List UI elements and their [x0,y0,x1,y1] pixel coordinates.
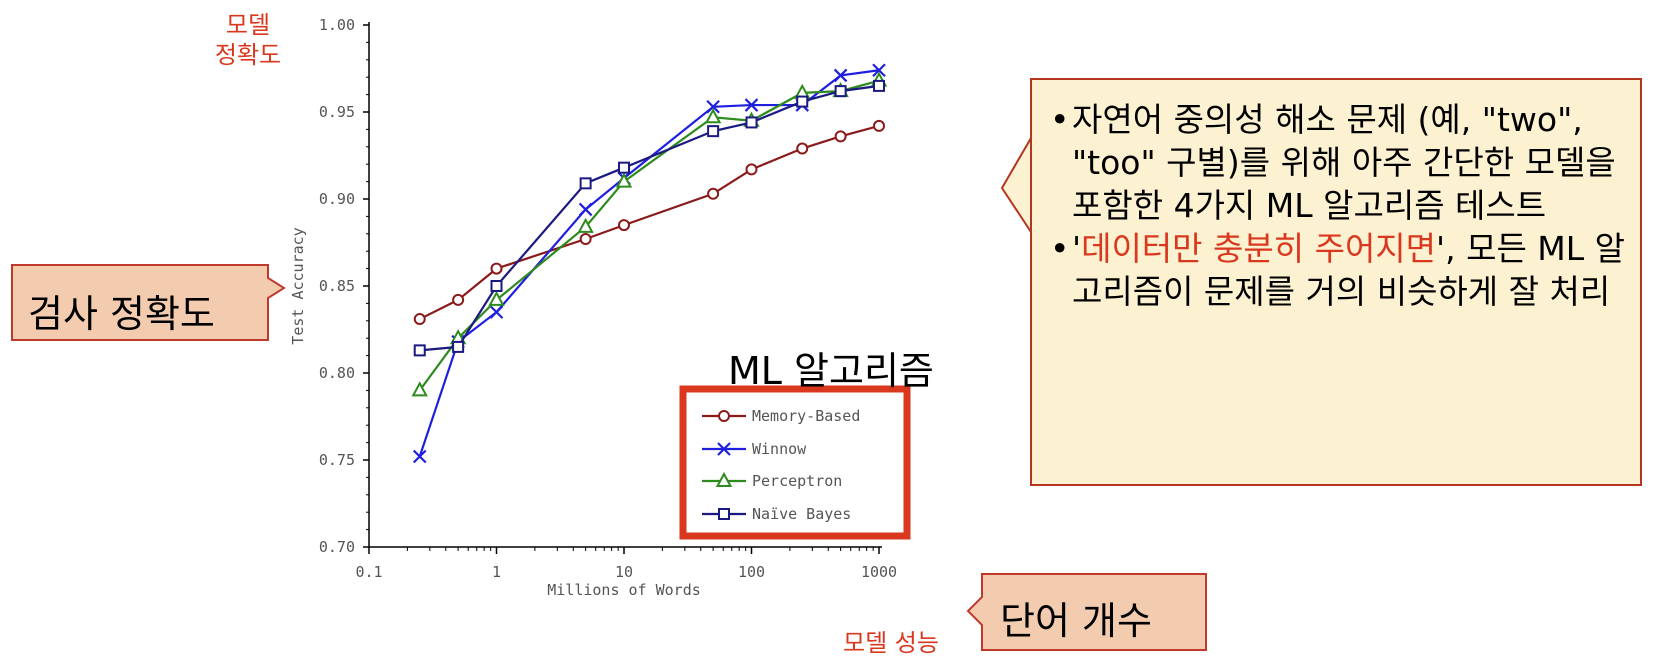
y-tick-label: 0.75 [319,451,355,469]
data-point [704,108,722,124]
y-title-line1: 모델 [225,11,271,39]
series-line [419,84,880,352]
data-point [744,98,759,112]
y-tick-label: 0.90 [319,190,355,208]
data-point [489,305,504,319]
x-tick-label: 0.1 [355,563,382,581]
y-callout-shape [11,264,286,341]
chart-legend: Memory-Based Winnow Perceptron Naïve Bayes [679,385,911,540]
y-title-line2: 정확도 [214,41,282,69]
note-open-quote: ' [1072,229,1082,268]
series-na-ve-bayes [413,79,885,357]
bullet-dot: • [1050,229,1070,268]
data-point [834,85,847,98]
y-axis-label: Test Accuracy [289,227,307,344]
data-point [413,344,426,357]
data-point [618,161,630,174]
data-point [578,202,593,217]
y-tick-label: 0.95 [319,103,355,121]
y-tick-label: 0.85 [319,277,355,295]
note-bullet-2-text: '데이터만 충분히 주어지면', 모든 ML 알고리즘이 문제를 거의 비슷하게… [1072,227,1626,313]
note-highlight: 데이터만 충분히 주어지면 [1081,229,1437,268]
data-point [707,187,720,200]
y-title-annotation: 모델 정확도 [208,10,288,70]
series-line [419,124,880,321]
series-line [418,69,880,457]
legend-label: Memory-Based [752,407,860,425]
legend-callout-label: ML 알고리즘 [728,349,934,393]
data-point [411,381,428,397]
note-bullet-2: • '데이터만 충분히 주어지면', 모든 ML 알고리즘이 문제를 거의 비슷… [1050,227,1626,313]
bullet-dot: • [1050,100,1070,139]
data-point [579,177,592,190]
data-point [796,142,809,155]
data-point [490,280,503,292]
data-point [618,219,630,232]
legend-marker [715,471,733,487]
note-bullet-2-rest: ', 모든 ML 알고리즘이 문제를 거의 비슷하게 잘 처리 [1072,229,1625,311]
series-memory-based [413,119,885,326]
data-point [706,100,720,114]
data-point [412,449,427,464]
note-box: • 자연어 중의성 해소 문제 (예, "two", "too" 구별)를 위해… [1030,78,1642,486]
data-point [452,293,465,306]
series-winnow [412,63,886,464]
data-point [745,163,758,176]
chart-series [411,63,888,464]
legend-marker [717,442,731,456]
data-point [834,130,847,143]
y-tick-label: 0.80 [319,364,355,382]
x-axis-label: Millions of Words [547,581,701,599]
note-bullet-1-text: 자연어 중의성 해소 문제 (예, "two", "too" 구별)를 위해 아… [1072,100,1616,225]
data-point [615,172,633,188]
data-point [873,79,885,92]
y-tick-label: 1.00 [319,16,355,34]
data-point [490,262,503,275]
x-title-annotation: 모델 성능 [843,629,939,657]
data-point [745,116,758,129]
legend-label: Winnow [752,440,807,458]
data-point [579,233,592,246]
data-point [452,340,465,353]
y-tick-label: 0.70 [319,538,355,556]
y-callout-label: 검사 정확도 [28,292,215,336]
x-tick-label: 100 [738,563,765,581]
legend-label: Naïve Bayes [752,505,851,523]
legend-marker [718,508,730,520]
data-point [707,125,720,138]
legend-box [679,385,911,540]
data-point [577,217,594,233]
legend-label: Perceptron [752,472,842,490]
note-pointer [1000,137,1032,233]
data-point [872,63,886,78]
x-tick-label: 1 [492,563,501,581]
x-callout-shape [966,573,1207,651]
x-callout-label: 단어 개수 [1000,599,1152,643]
data-point [796,95,809,108]
data-point [873,119,885,132]
x-tick-label: 1000 [861,563,897,581]
note-bullet-1: • 자연어 중의성 해소 문제 (예, "two", "too" 구별)를 위해… [1050,98,1626,227]
data-point [413,313,426,326]
legend-marker [718,410,730,422]
chart-axes: 0.70 0.75 0.80 0.85 0.90 0.95 1.00 0.1 1 10 100 100… [289,16,897,599]
x-tick-label: 10 [615,563,633,581]
data-point [488,290,505,306]
data-point [833,68,848,83]
